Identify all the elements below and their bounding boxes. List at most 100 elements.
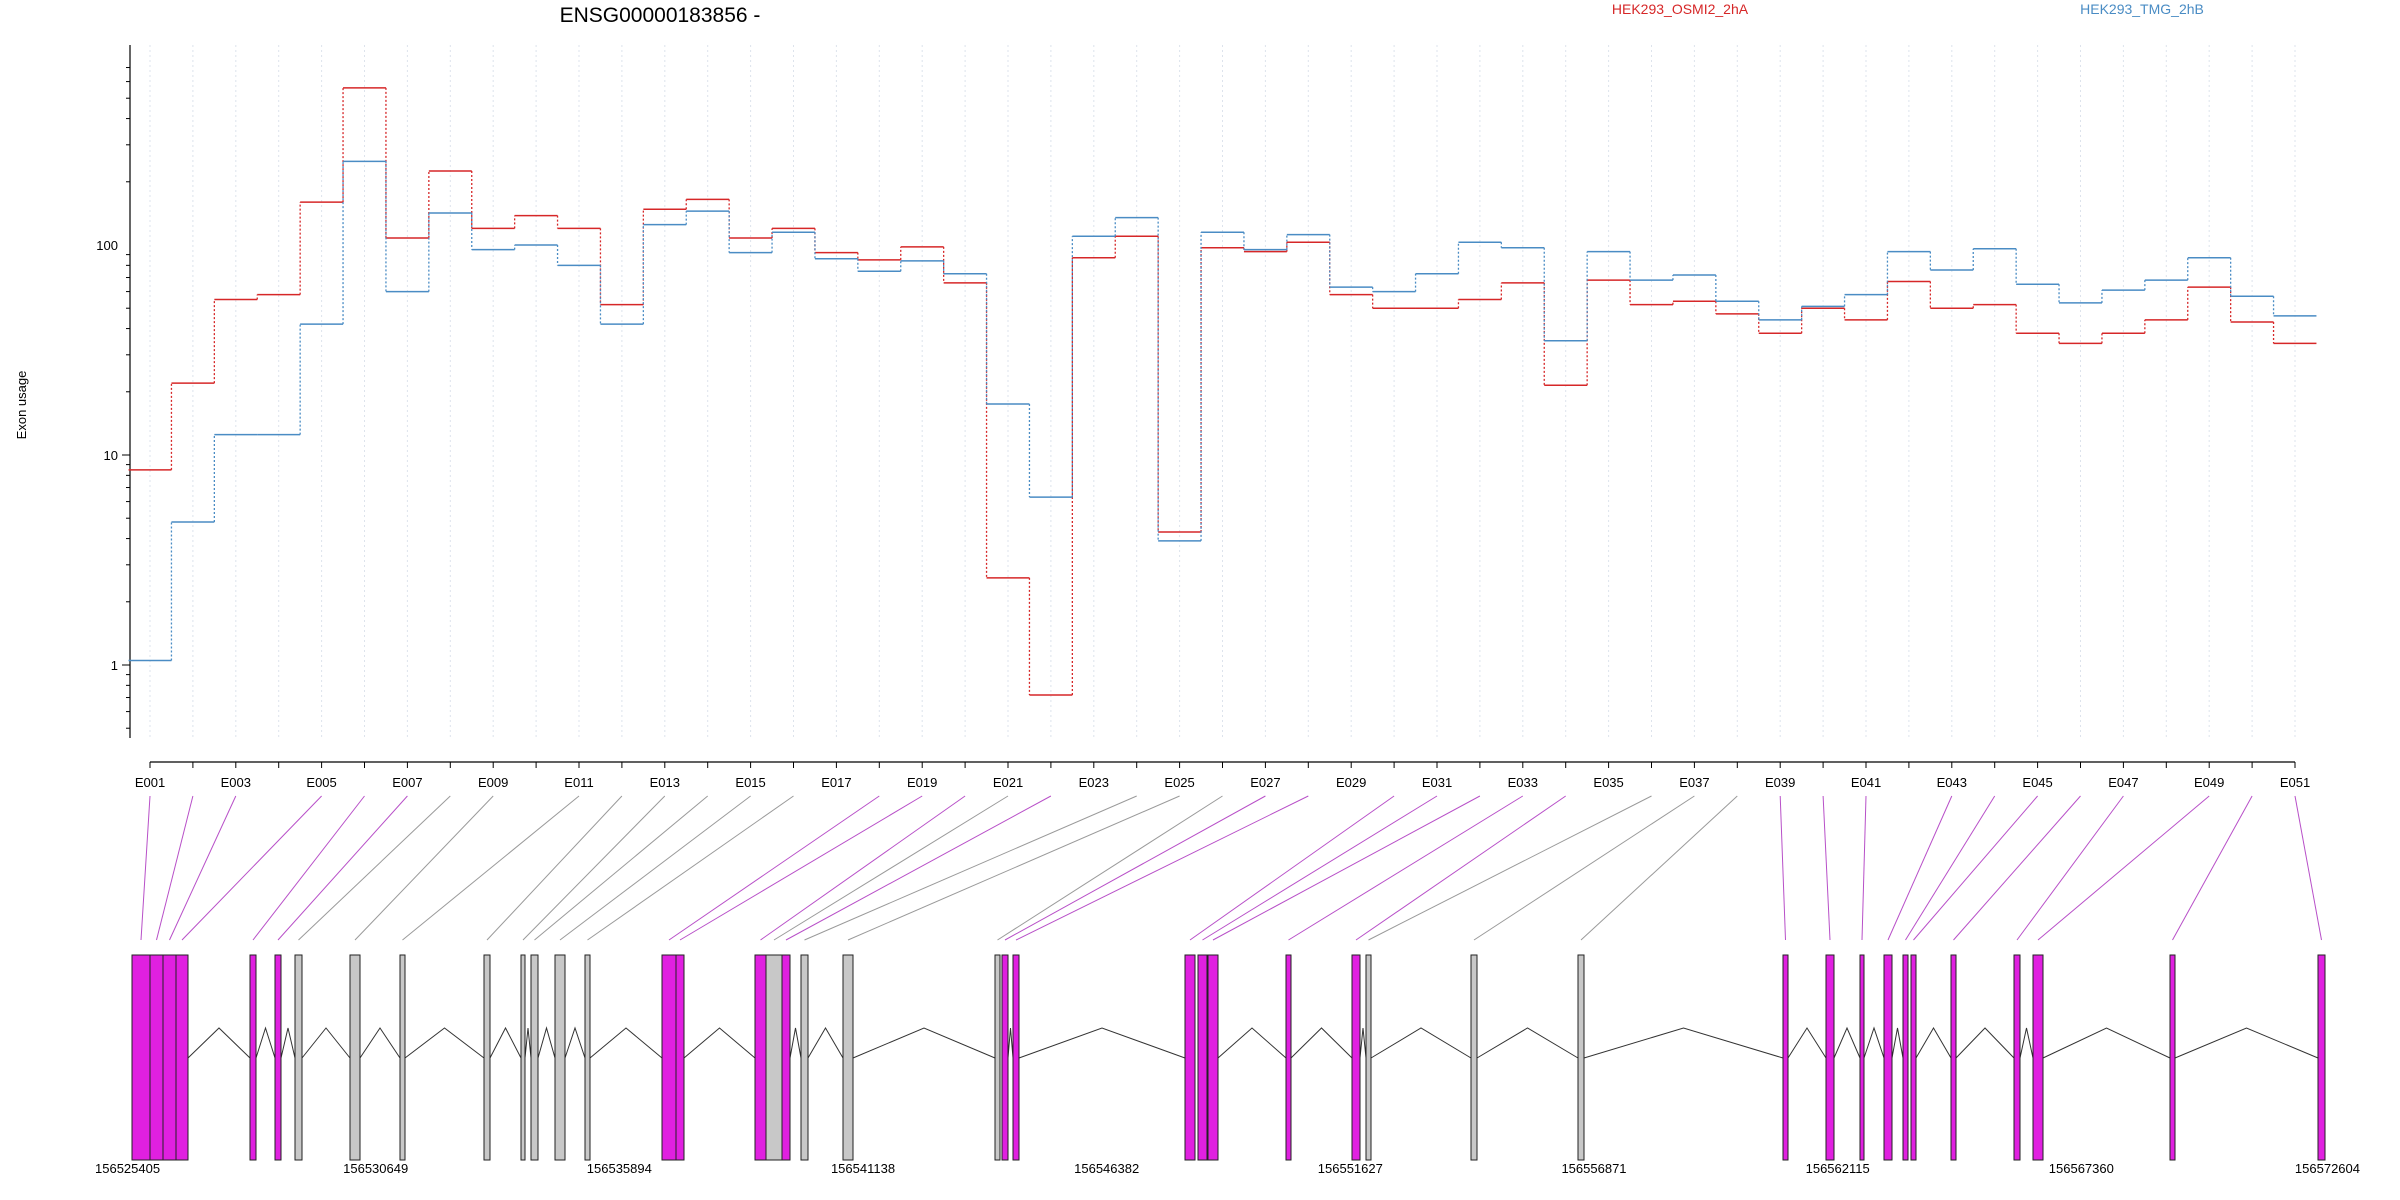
- exon-block: [1910, 954, 1917, 1161]
- exon-block: [1207, 954, 1219, 1161]
- y-tick-label: 1: [111, 658, 118, 673]
- x-tick-label-e023: E023: [1079, 775, 1109, 790]
- intron-line: [807, 1027, 844, 1059]
- gene-model: [131, 954, 2326, 1161]
- x-tick-label-e027: E027: [1250, 775, 1280, 790]
- exon-link-line: [1288, 795, 1524, 941]
- exon-block: [584, 954, 591, 1161]
- exon-link-line: [2037, 795, 2210, 941]
- gridlines: [149, 45, 2296, 738]
- exon-block: [274, 954, 282, 1161]
- exon-link-line: [679, 795, 923, 941]
- coordinate-label: 156572604: [2295, 1161, 2360, 1176]
- exon-block: [2032, 954, 2044, 1161]
- x-tick-label-e043: E043: [1937, 775, 1967, 790]
- x-tick-label-e007: E007: [392, 775, 422, 790]
- exon-link-line: [1580, 795, 1738, 941]
- exon-block: [520, 954, 526, 1161]
- x-tick-label-e003: E003: [221, 775, 251, 790]
- exon-link-line: [785, 795, 1052, 941]
- x-tick-label-e031: E031: [1422, 775, 1452, 790]
- x-tick-label-e047: E047: [2108, 775, 2138, 790]
- exon-block: [349, 954, 361, 1161]
- coordinate-label: 156525405: [95, 1161, 160, 1176]
- x-tick-label-e015: E015: [735, 775, 765, 790]
- exon-link-line: [997, 795, 1223, 941]
- exon-link-line: [1913, 795, 2038, 941]
- exon-block: [675, 954, 685, 1161]
- exon-block: [842, 954, 854, 1161]
- exon-block: [1825, 954, 1835, 1161]
- intron-line: [564, 1026, 586, 1059]
- intron-line: [1007, 1027, 1014, 1059]
- exon-block: [530, 954, 539, 1161]
- x-tick-label-e009: E009: [478, 775, 508, 790]
- intron-line: [524, 1027, 532, 1059]
- exon-link-line: [1905, 795, 1996, 941]
- exon-link-line: [1473, 795, 1695, 941]
- exon-block: [1577, 954, 1585, 1161]
- intron-line: [2019, 1027, 2034, 1059]
- intron-line: [359, 1027, 401, 1059]
- intron-line: [1359, 1027, 1367, 1059]
- exon-link-line: [156, 795, 194, 941]
- exon-block: [1365, 954, 1372, 1161]
- exon-link-line: [804, 795, 1137, 941]
- intron-line: [187, 1027, 251, 1059]
- exon-link-line: [1779, 795, 1786, 941]
- intron-line: [683, 1027, 756, 1059]
- exon-link-line: [1822, 795, 1831, 941]
- x-tick-label-e021: E021: [993, 775, 1023, 790]
- intron-line: [1955, 1027, 2015, 1059]
- exon-block: [175, 954, 189, 1161]
- exon-block: [1351, 954, 1361, 1161]
- x-tick-label-e025: E025: [1164, 775, 1194, 790]
- intron-line: [1583, 1027, 1784, 1059]
- intron-line: [589, 1027, 663, 1059]
- intron-line: [1787, 1027, 1827, 1059]
- y-tick-label: 100: [96, 238, 118, 253]
- series-osmi2: [128, 87, 2317, 696]
- exon-block: [131, 954, 151, 1161]
- intron-line: [489, 1026, 522, 1059]
- x-tick-label-e039: E039: [1765, 775, 1795, 790]
- exon-link-line: [181, 795, 322, 941]
- x-tick-label-e005: E005: [306, 775, 336, 790]
- intron-line: [1915, 1027, 1952, 1059]
- exon-block: [399, 954, 406, 1161]
- exon-link-line: [587, 795, 794, 941]
- intron-line: [2042, 1027, 2171, 1059]
- exon-link-line: [559, 795, 751, 941]
- intron-line: [852, 1027, 996, 1059]
- exon-link-line: [760, 795, 966, 941]
- x-tick-label-e035: E035: [1593, 775, 1623, 790]
- exon-link-line: [1212, 795, 1481, 941]
- x-tick-label-e011: E011: [564, 775, 593, 790]
- coordinate-label: 156562115: [1806, 1161, 1870, 1176]
- intron-line: [255, 1026, 276, 1059]
- exon-link-line: [1004, 795, 1266, 941]
- intron-line: [1833, 1026, 1861, 1059]
- series-tmg: [128, 160, 2317, 662]
- intron-line: [1018, 1027, 1186, 1059]
- exon-block: [994, 954, 1001, 1161]
- intron-line: [789, 1027, 802, 1059]
- exon-block: [1012, 954, 1020, 1161]
- exon-block: [1883, 954, 1893, 1161]
- exon-link-line: [2294, 795, 2322, 941]
- exon-block: [1470, 954, 1478, 1161]
- exon-link-line: [2016, 795, 2124, 941]
- coordinate-label: 156541138: [831, 1161, 895, 1176]
- exon-block: [149, 954, 164, 1161]
- exon-block: [1859, 954, 1865, 1161]
- series-lines: [128, 87, 2317, 696]
- exon-link-line: [522, 795, 666, 941]
- coordinate-label: 156556871: [1561, 1161, 1626, 1176]
- intron-line: [404, 1027, 485, 1059]
- exon-link-line: [277, 795, 408, 941]
- y-axis-label: Exon usage: [14, 371, 29, 440]
- exon-link-line: [1189, 795, 1395, 941]
- intron-line: [1891, 1027, 1904, 1059]
- x-tick-label-e041: E041: [1851, 775, 1881, 790]
